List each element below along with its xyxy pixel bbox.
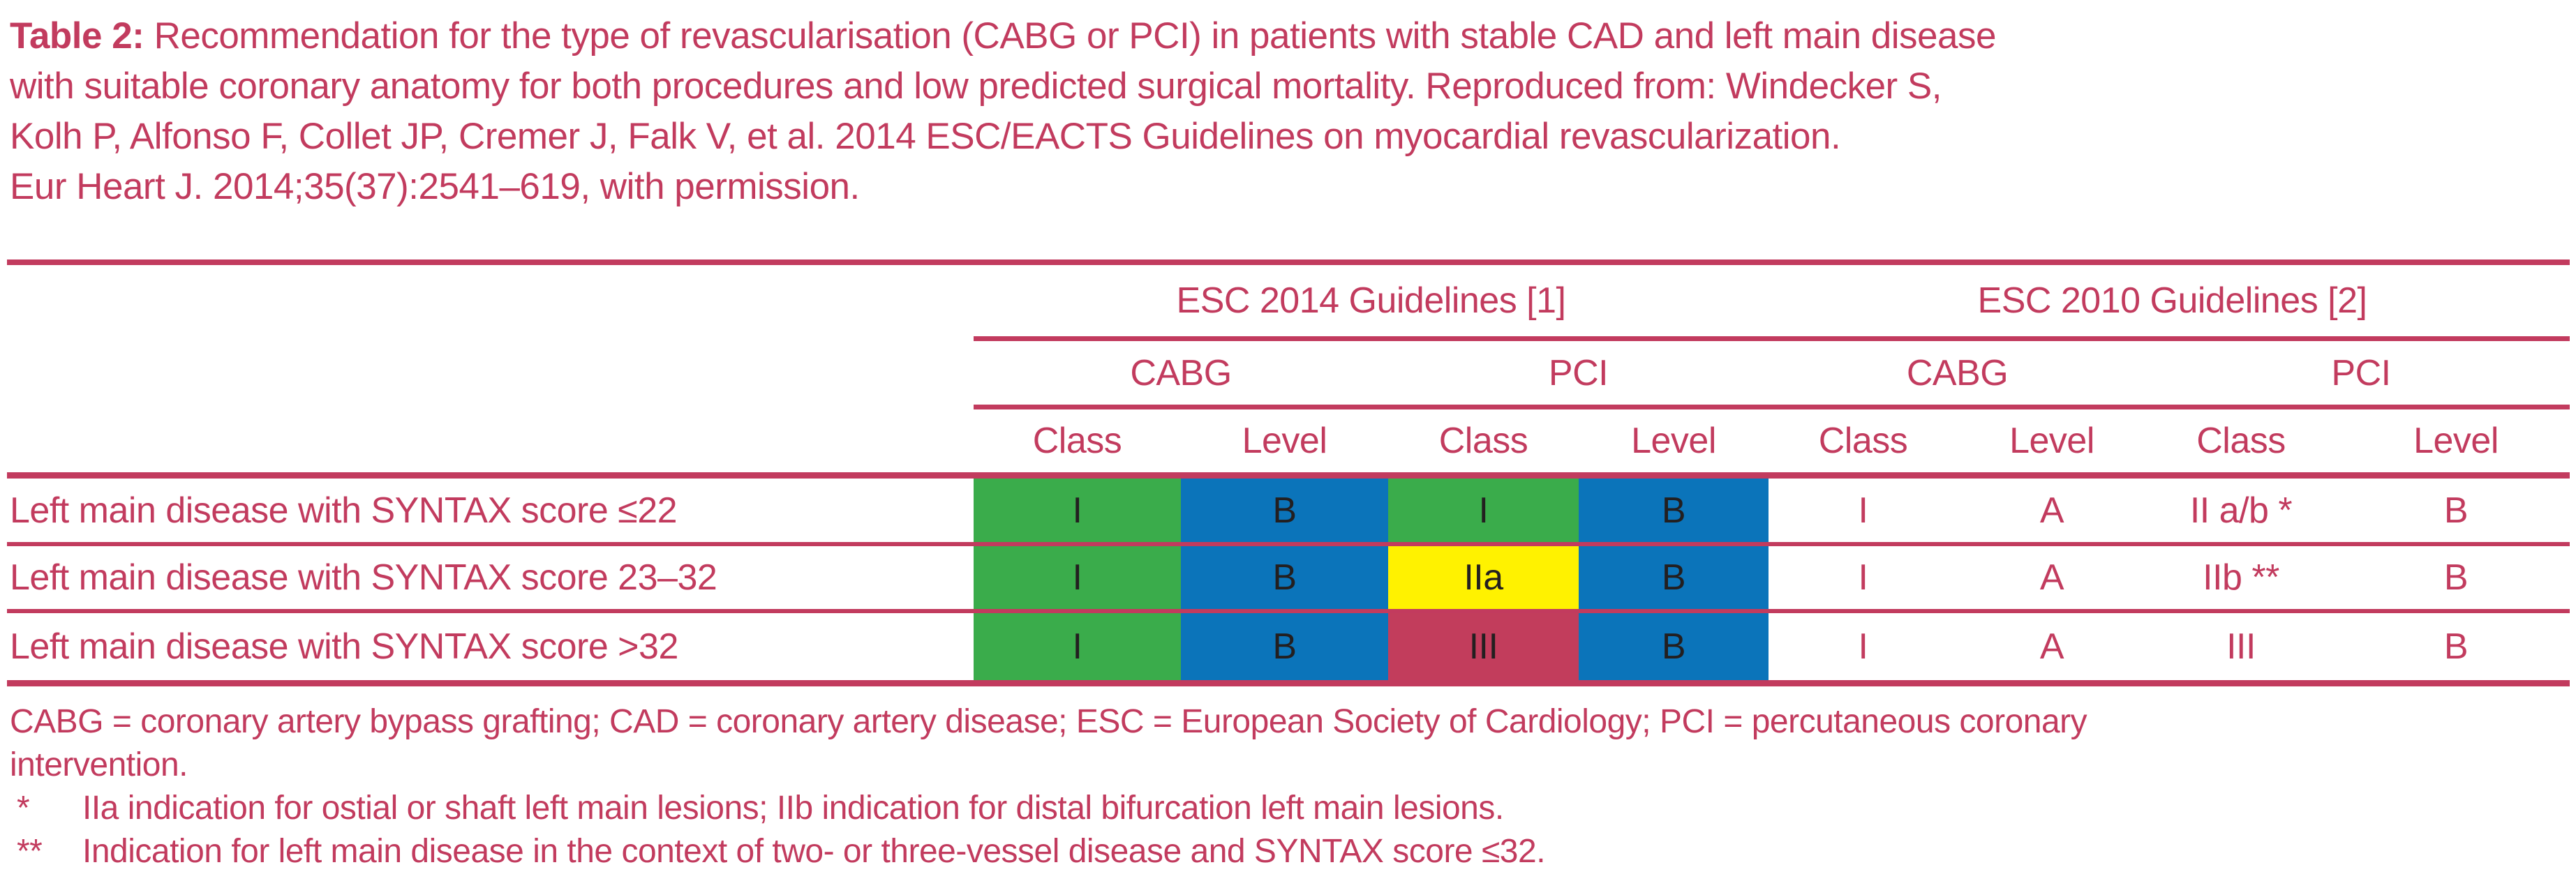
footnote-marker: * xyxy=(17,790,30,827)
column-header: Class xyxy=(1438,421,1528,461)
column-header: Level xyxy=(2413,421,2499,461)
table-number-label: Table 2: xyxy=(10,15,144,57)
cell-2010-pci-level: B xyxy=(2443,626,2469,667)
cell-2010-pci-class: II a/b * xyxy=(2189,490,2293,531)
cell-2010-cabg-class: I xyxy=(1858,626,1868,667)
footnote-text: IIa indication for ostial or shaft left … xyxy=(82,790,1504,827)
cell-2014-pci-level: B xyxy=(1579,479,1769,542)
column-header: Level xyxy=(1631,421,1716,461)
cell-2014-cabg-class: I xyxy=(974,546,1181,609)
subgroup-header-pci-2014: PCI xyxy=(1548,352,1609,393)
caption-line-2: with suitable coronary anatomy for both … xyxy=(10,66,1942,107)
caption-line-4: Eur Heart J. 2014;35(37):2541–619, with … xyxy=(10,166,860,207)
cell-2014-cabg-class: I xyxy=(974,613,1181,680)
rule-under-guidelines xyxy=(974,336,2570,341)
row-separator xyxy=(7,609,2570,613)
header-row-class-level: Class Level Class Level Class Level Clas… xyxy=(0,409,2576,472)
caption-line-1: Table 2: Recommendation for the type of … xyxy=(10,11,2576,61)
column-header: Class xyxy=(1818,421,1908,461)
footnote-single-asterisk: * IIa indication for ostial or shaft lef… xyxy=(10,787,2576,830)
rule-bottom xyxy=(7,680,2570,686)
column-header: Level xyxy=(1242,421,1327,461)
column-header: Level xyxy=(2009,421,2094,461)
column-header: Class xyxy=(1032,421,1122,461)
cell-2014-pci-class: III xyxy=(1388,613,1579,680)
cell-2014-pci-class: I xyxy=(1388,479,1579,542)
abbreviations-line-1: CABG = coronary artery bypass grafting; … xyxy=(10,703,2087,740)
cell-2010-cabg-level: A xyxy=(2039,557,2064,598)
footnote-text: Indication for left main disease in the … xyxy=(82,833,1546,870)
column-header: Class xyxy=(2196,421,2286,461)
cell-2010-cabg-level: A xyxy=(2039,626,2064,667)
cell-2010-pci-level: B xyxy=(2443,490,2469,531)
footnote-double-asterisk: ** Indication for left main disease in t… xyxy=(10,830,2576,873)
subgroup-header-cabg-2014: CABG xyxy=(1130,352,1232,393)
row-label: Left main disease with SYNTAX score 23–3… xyxy=(10,557,717,598)
cell-2010-pci-level: B xyxy=(2443,557,2469,598)
table-row: Left main disease with SYNTAX score 23–3… xyxy=(0,546,2576,609)
cell-2014-cabg-level: B xyxy=(1181,479,1388,542)
cell-2014-pci-class: IIa xyxy=(1388,546,1579,609)
abbreviations-line-2: intervention. xyxy=(10,746,188,783)
group-header-esc-2014: ESC 2014 Guidelines [1] xyxy=(1176,280,1566,321)
cell-2014-cabg-level: B xyxy=(1181,613,1388,680)
table-row: Left main disease with SYNTAX score >32 … xyxy=(0,613,2576,680)
table-row: Left main disease with SYNTAX score ≤22 … xyxy=(0,479,2576,542)
group-header-esc-2010: ESC 2010 Guidelines [2] xyxy=(1977,280,2367,321)
cell-2014-pci-level: B xyxy=(1579,613,1769,680)
cell-2010-cabg-class: I xyxy=(1858,490,1868,531)
footnote-marker: ** xyxy=(17,833,43,870)
rule-under-procedures xyxy=(974,405,2570,409)
cell-2014-cabg-level: B xyxy=(1181,546,1388,609)
row-label: Left main disease with SYNTAX score ≤22 xyxy=(10,490,678,531)
header-row-guidelines: ESC 2014 Guidelines [1] ESC 2010 Guideli… xyxy=(0,265,2576,336)
row-separator xyxy=(7,542,2570,546)
cell-2010-cabg-level: A xyxy=(2039,490,2064,531)
caption-line-1-text: Recommendation for the type of revascula… xyxy=(144,15,1997,57)
cell-2010-pci-class: III xyxy=(2226,626,2256,667)
cell-2014-cabg-class: I xyxy=(974,479,1181,542)
header-row-procedures: CABG PCI CABG PCI xyxy=(0,341,2576,405)
rule-top xyxy=(7,259,2570,265)
subgroup-header-pci-2010: PCI xyxy=(2331,352,2391,393)
cell-2014-pci-level: B xyxy=(1579,546,1769,609)
rule-above-body xyxy=(7,472,2570,479)
subgroup-header-cabg-2010: CABG xyxy=(1906,352,2009,393)
row-label: Left main disease with SYNTAX score >32 xyxy=(10,626,678,667)
caption-line-3: Kolh P, Alfonso F, Collet JP, Cremer J, … xyxy=(10,116,1841,157)
footnotes: CABG = coronary artery bypass grafting; … xyxy=(0,700,2576,873)
cell-2010-pci-class: IIb ** xyxy=(2203,557,2279,598)
cell-2010-cabg-class: I xyxy=(1858,557,1868,598)
table-caption: Table 2: Recommendation for the type of … xyxy=(0,0,2576,212)
